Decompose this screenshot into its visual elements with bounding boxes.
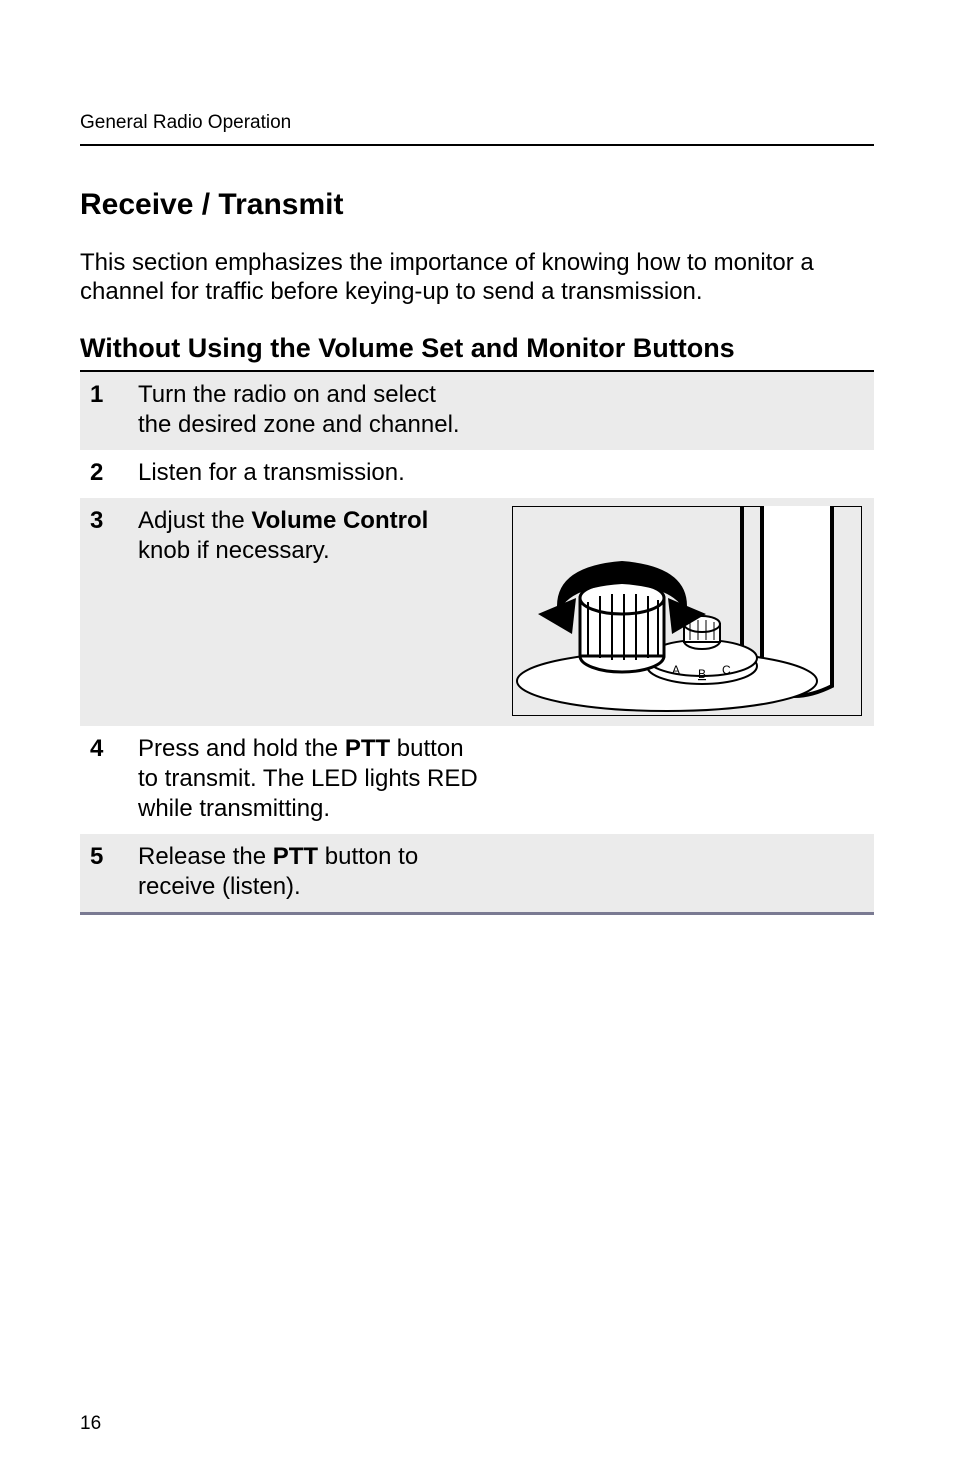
bold-term: Volume Control	[251, 507, 428, 534]
step-number: 3	[90, 506, 138, 536]
step-text: Press and hold the PTT button to transmi…	[138, 734, 478, 824]
step-number: 2	[90, 458, 138, 488]
page: General Radio Operation Receive / Transm…	[0, 0, 954, 1475]
step-row: 2Listen for a transmission.	[80, 450, 874, 498]
section-title: Receive / Transmit	[80, 188, 874, 222]
selector-label-c: C	[722, 663, 731, 677]
step-body: Adjust the Volume Control knob if necess…	[138, 506, 862, 716]
step-text: Release the PTT button to receive (liste…	[138, 842, 468, 902]
step-body: Listen for a transmission.	[138, 458, 862, 488]
bold-term: PTT	[273, 843, 318, 870]
running-head: General Radio Operation	[80, 112, 874, 134]
step-number: 5	[90, 842, 138, 872]
step-body: Press and hold the PTT button to transmi…	[138, 734, 862, 824]
step-text: Listen for a transmission.	[138, 458, 468, 488]
page-number: 16	[80, 1413, 101, 1435]
header-rule	[80, 144, 874, 146]
subsection-title: Without Using the Volume Set and Monitor…	[80, 333, 874, 364]
figure-wrap: A B C	[484, 506, 862, 716]
step-body: Turn the radio on and select the desired…	[138, 380, 862, 440]
step-row: 4Press and hold the PTT button to transm…	[80, 726, 874, 834]
bold-term: PTT	[345, 735, 390, 762]
step-number: 4	[90, 734, 138, 764]
step-row: 1Turn the radio on and select the desire…	[80, 372, 874, 450]
volume-knob-figure: A B C	[512, 506, 862, 716]
step-row: 3Adjust the Volume Control knob if neces…	[80, 498, 874, 726]
step-text: Adjust the Volume Control knob if necess…	[138, 506, 468, 716]
selector-label-a: A	[672, 663, 680, 677]
steps-list: 1Turn the radio on and select the desire…	[80, 370, 874, 915]
section-intro: This section emphasizes the importance o…	[80, 248, 874, 307]
step-text: Turn the radio on and select the desired…	[138, 380, 468, 440]
step-number: 1	[90, 380, 138, 410]
step-body: Release the PTT button to receive (liste…	[138, 842, 862, 902]
selector-label-b: B	[698, 667, 706, 681]
step-row: 5Release the PTT button to receive (list…	[80, 834, 874, 912]
